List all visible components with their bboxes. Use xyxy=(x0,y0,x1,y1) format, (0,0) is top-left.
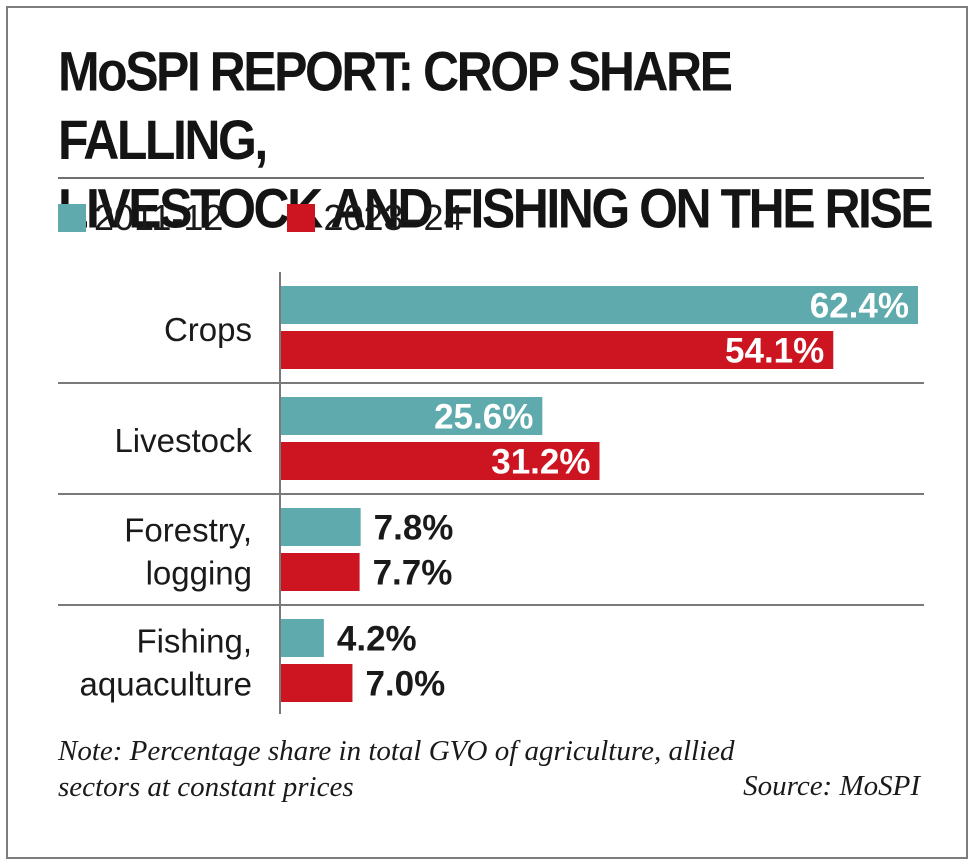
legend-item-2023-24: 2023–24 xyxy=(287,197,464,239)
bar-livestock-2023-24 xyxy=(281,442,600,480)
data-label-livestock-2011-12: 25.6% xyxy=(434,398,533,437)
legend-label-2023-24: 2023–24 xyxy=(323,197,464,238)
legend-item-2011-12: 2011-12 xyxy=(58,197,223,239)
bar-crops-2023-24 xyxy=(281,331,834,369)
bar-forestry-logging-2011-12 xyxy=(281,508,361,546)
data-label-crops-2023-24: 54.1% xyxy=(725,332,824,371)
data-label-forestry-logging-2011-12: 7.8% xyxy=(374,509,454,548)
data-label-forestry-logging-2023-24: 7.7% xyxy=(373,554,453,593)
category-label-forestry-logging-line-1: Forestry, xyxy=(124,512,252,549)
data-label-fishing-aquaculture-2023-24: 7.0% xyxy=(365,665,445,704)
chart-title: MoSPI REPORT: CROP SHARE FALLING, LIVEST… xyxy=(58,38,938,243)
legend-swatch-2023-24 xyxy=(287,204,316,232)
bar-fishing-aquaculture-2023-24 xyxy=(281,664,353,702)
chart-note: Note: Percentage share in total GVO of a… xyxy=(58,733,938,805)
bar-crops-2011-12 xyxy=(281,286,918,324)
chart-source: Source: MoSPI xyxy=(743,770,920,802)
bar-forestry-logging-2023-24 xyxy=(281,553,360,591)
bar-fishing-aquaculture-2011-12 xyxy=(281,619,324,657)
legend-label-2011-12: 2011-12 xyxy=(94,197,224,238)
category-label-fishing-aquaculture-line-1: Fishing, xyxy=(136,623,252,660)
category-label-livestock: Livestock xyxy=(114,422,252,459)
chart-legend: 2011-12 2023–24 xyxy=(58,193,528,243)
data-label-livestock-2023-24: 31.2% xyxy=(491,443,590,482)
bar-livestock-2011-12 xyxy=(281,397,543,435)
title-divider xyxy=(58,177,924,179)
data-label-fishing-aquaculture-2011-12: 4.2% xyxy=(337,620,417,659)
category-label-forestry-logging-line-2: logging xyxy=(146,555,252,592)
category-label-fishing-aquaculture-line-2: aquaculture xyxy=(80,666,252,703)
chart-note-line-1: Note: Percentage share in total GVO of a… xyxy=(58,735,735,767)
chart-note-line-2: sectors at constant prices xyxy=(58,771,354,803)
data-label-crops-2011-12: 62.4% xyxy=(810,287,909,326)
chart-title-line-2: LIVESTOCK AND FISHING ON THE RISE xyxy=(58,176,934,240)
chart-title-line-1: MoSPI REPORT: CROP SHARE FALLING, xyxy=(58,40,733,172)
legend-swatch-2011-12 xyxy=(58,204,86,232)
category-label-crops: Crops xyxy=(164,311,252,348)
